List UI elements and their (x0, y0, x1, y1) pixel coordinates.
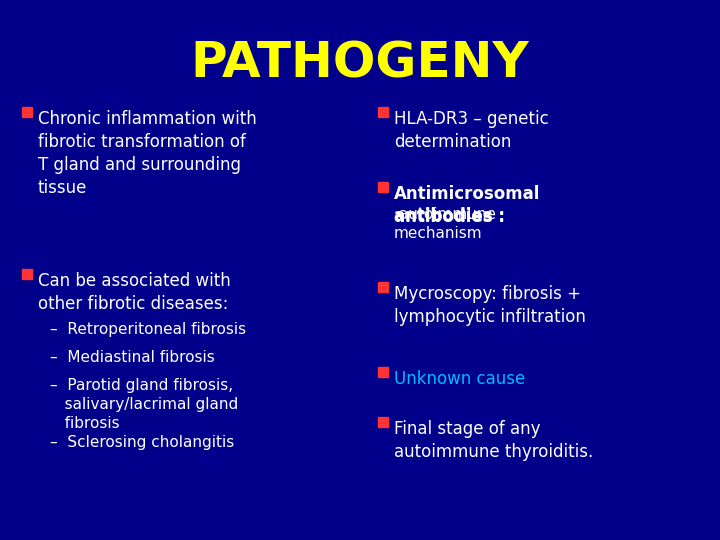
Text: PATHOGENY: PATHOGENY (191, 40, 529, 88)
Bar (378, 417, 388, 427)
Bar (22, 107, 32, 117)
Text: Can be associated with
other fibrotic diseases:: Can be associated with other fibrotic di… (38, 272, 230, 313)
Text: autoimmune
mechanism: autoimmune mechanism (394, 207, 496, 241)
Text: Unknown cause: Unknown cause (394, 370, 526, 388)
Text: Final stage of any
autoimmune thyroiditis.: Final stage of any autoimmune thyroiditi… (394, 420, 593, 461)
Bar (378, 182, 388, 192)
Text: HLA-DR3 – genetic
determination: HLA-DR3 – genetic determination (394, 110, 549, 151)
Text: Mycroscopy: fibrosis +
lymphocytic infiltration: Mycroscopy: fibrosis + lymphocytic infil… (394, 285, 586, 326)
Bar (378, 107, 388, 117)
Text: Antimicrosomal
antibodies :: Antimicrosomal antibodies : (394, 185, 541, 226)
Text: –  Parotid gland fibrosis,
   salivary/lacrimal gland
   fibrosis: – Parotid gland fibrosis, salivary/lacri… (50, 378, 238, 431)
Bar (378, 282, 388, 292)
Text: –  Retroperitoneal fibrosis: – Retroperitoneal fibrosis (50, 322, 246, 337)
Text: antibodies :: antibodies : (394, 207, 505, 225)
Text: Chronic inflammation with
fibrotic transformation of
T gland and surrounding
tis: Chronic inflammation with fibrotic trans… (38, 110, 257, 197)
Bar (378, 367, 388, 377)
Text: –  Sclerosing cholangitis: – Sclerosing cholangitis (50, 435, 234, 450)
Bar (22, 269, 32, 279)
Text: –  Mediastinal fibrosis: – Mediastinal fibrosis (50, 350, 215, 365)
